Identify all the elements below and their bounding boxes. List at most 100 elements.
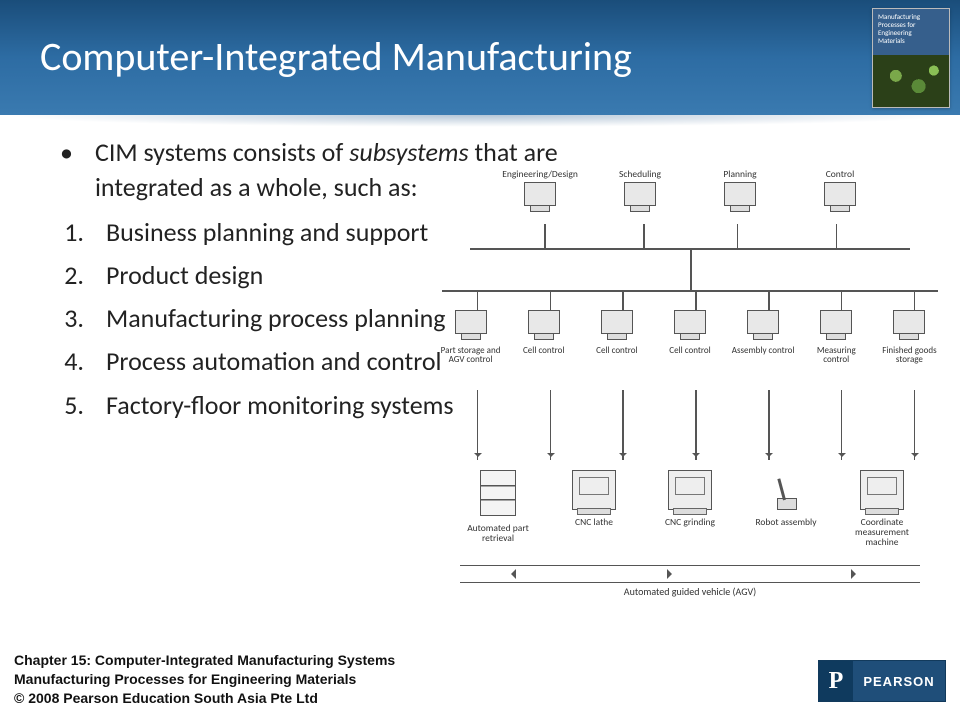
diagram-connector xyxy=(836,224,838,248)
robot-icon xyxy=(771,470,801,510)
pearson-wordmark: PEARSON xyxy=(853,661,945,701)
station-sublabel: Part storage and AGV control xyxy=(438,346,504,365)
diagram-connector xyxy=(914,290,916,310)
diagram-arrow-down xyxy=(914,390,916,460)
text-italic: subsystems xyxy=(349,136,468,168)
book-cover-thumbnail: Manufacturing Processes for Engineering … xyxy=(872,8,950,108)
station-sublabel: Cell control xyxy=(596,346,637,355)
slide-title: Computer-Integrated Manufacturing xyxy=(40,32,960,81)
book-cover-line: Materials xyxy=(878,37,944,45)
station-sublabel: Cell control xyxy=(669,346,710,355)
monitor-icon xyxy=(524,182,556,206)
diagram-station: Cell control xyxy=(657,310,723,365)
list-number: 5. xyxy=(60,388,84,423)
station-sublabel: Finished goods storage xyxy=(876,346,942,365)
diagram-station: Planning xyxy=(707,170,773,206)
agv-label: Automated guided vehicle (AGV) xyxy=(430,585,950,598)
machine-icon xyxy=(572,470,616,510)
book-cover-text: Manufacturing Processes for Engineering … xyxy=(873,9,949,55)
rack-icon xyxy=(480,470,516,516)
station-sublabel: Measuring control xyxy=(803,346,869,365)
diagram-connector xyxy=(841,290,843,310)
diagram-machine-station: Robot assembly xyxy=(753,470,819,548)
list-text: Business planning and support xyxy=(106,215,428,250)
footer-copyright: © 2008 Pearson Education South Asia Pte … xyxy=(14,689,395,708)
diagram-station: Engineering/Design xyxy=(507,170,573,206)
pearson-logo: P PEARSON xyxy=(818,660,946,702)
diagram-connector xyxy=(550,290,552,310)
diagram-connector xyxy=(622,290,624,310)
footer-chapter: Chapter 15: Computer-Integrated Manufact… xyxy=(14,651,395,670)
diagram-station: Control xyxy=(807,170,873,206)
diagram-station: Cell control xyxy=(511,310,577,365)
diagram-arrow-down xyxy=(768,390,770,460)
diagram-arrow-down xyxy=(477,390,479,460)
monitor-icon xyxy=(893,310,925,334)
diagram-station: Measuring control xyxy=(803,310,869,365)
monitor-icon xyxy=(820,310,852,334)
list-number: 2. xyxy=(60,258,84,293)
book-cover-art xyxy=(873,55,949,107)
diagram-connector xyxy=(643,224,645,248)
list-text: Factory-floor monitoring systems xyxy=(106,388,454,423)
diagram-machine-station: Coordinate measurement machine xyxy=(849,470,915,548)
monitor-icon xyxy=(601,310,633,334)
monitor-icon xyxy=(528,310,560,334)
slide-footer: Chapter 15: Computer-Integrated Manufact… xyxy=(14,651,395,708)
list-number: 3. xyxy=(60,301,84,336)
diagram-machine-station: CNC lathe xyxy=(561,470,627,548)
diagram-station: Assembly control xyxy=(730,310,796,365)
machine-label: Automated part retrieval xyxy=(465,524,531,544)
title-band: Computer-Integrated Manufacturing xyxy=(0,0,960,115)
agv-track xyxy=(460,565,920,583)
diagram-row-top: Engineering/Design Scheduling Planning Cont… xyxy=(430,170,950,206)
diagram-arrow-down xyxy=(841,390,843,460)
diagram-station: Scheduling xyxy=(607,170,673,206)
list-number: 1. xyxy=(60,215,84,250)
machine-icon xyxy=(668,470,712,510)
diagram-connector xyxy=(737,224,739,248)
machine-label: CNC grinding xyxy=(665,518,715,528)
station-sublabel: Assembly control xyxy=(732,346,795,355)
diagram-station: Part storage and AGV control xyxy=(438,310,504,365)
arrow-left-icon xyxy=(506,569,516,579)
station-label: Scheduling xyxy=(619,170,661,180)
monitor-icon xyxy=(724,182,756,206)
pearson-initial: P xyxy=(819,661,853,701)
diagram-row-mid: Part storage and AGV control Cell control… xyxy=(430,310,950,365)
diagram-connector xyxy=(544,224,546,248)
monitor-icon xyxy=(624,182,656,206)
monitor-icon xyxy=(674,310,706,334)
station-label: Engineering/Design xyxy=(502,170,578,180)
cim-diagram: Engineering/Design Scheduling Planning Cont… xyxy=(430,170,950,600)
diagram-machine-station: CNC grinding xyxy=(657,470,723,548)
arrow-right-icon xyxy=(851,569,861,579)
monitor-icon xyxy=(455,310,487,334)
machine-label: Coordinate measurement machine xyxy=(849,518,915,548)
diagram-row-machines: Automated part retrieval CNC lathe CNC gri… xyxy=(430,470,950,548)
list-number: 4. xyxy=(60,344,84,379)
list-text: Product design xyxy=(106,258,263,293)
machine-label: Robot assembly xyxy=(755,518,816,528)
machine-icon xyxy=(860,470,904,510)
list-text: Process automation and control xyxy=(106,344,442,379)
diagram-connector xyxy=(477,290,479,310)
footer-book: Manufacturing Processes for Engineering … xyxy=(14,670,395,689)
diagram-bus-mid xyxy=(442,290,938,292)
arrow-right-icon xyxy=(667,569,677,579)
bullet-marker: • xyxy=(60,135,73,205)
diagram-connector xyxy=(690,248,692,290)
diagram-arrow-down xyxy=(550,390,552,460)
station-label: Planning xyxy=(723,170,756,180)
list-text: Manufacturing process planning xyxy=(106,301,446,336)
machine-label: CNC lathe xyxy=(575,518,613,528)
diagram-machine-station: Automated part retrieval xyxy=(465,470,531,548)
diagram-station: Finished goods storage xyxy=(876,310,942,365)
diagram-arrow-down xyxy=(622,390,624,460)
diagram-connector xyxy=(695,290,697,310)
monitor-icon xyxy=(747,310,779,334)
monitor-icon xyxy=(824,182,856,206)
station-label: Control xyxy=(826,170,855,180)
diagram-station: Cell control xyxy=(584,310,650,365)
diagram-connector xyxy=(768,290,770,310)
